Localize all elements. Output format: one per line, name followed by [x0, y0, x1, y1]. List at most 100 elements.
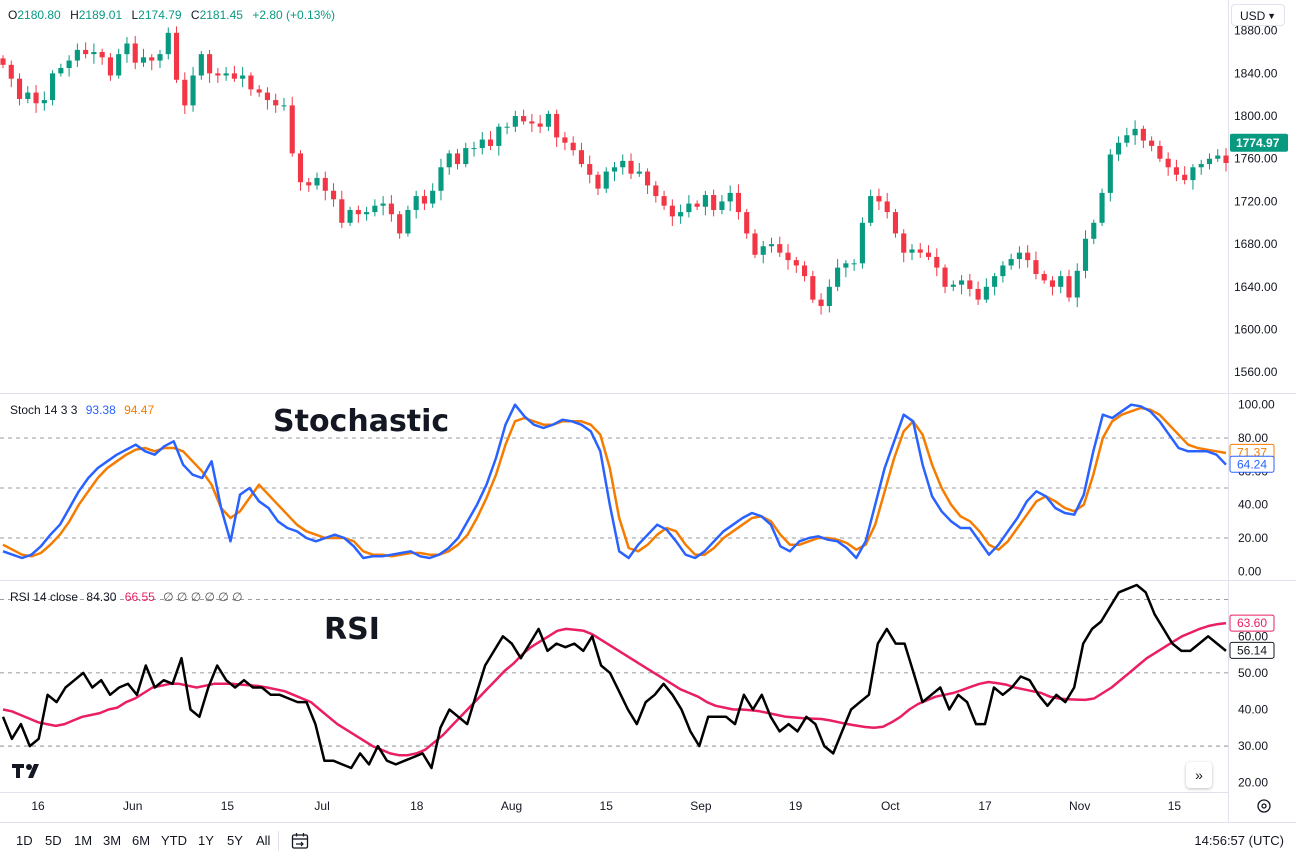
candle-body [1000, 265, 1006, 277]
candle [719, 195, 725, 215]
candle [405, 205, 411, 237]
candle-body [768, 244, 775, 247]
candle-body [719, 201, 725, 210]
candle [587, 155, 593, 184]
candle-body [620, 160, 626, 168]
candle-body [388, 203, 394, 215]
candle [727, 185, 733, 212]
candle-body [521, 116, 527, 122]
timeframe-button-5d[interactable]: 5D [45, 833, 62, 848]
calendar-icon [291, 833, 309, 849]
candle-body [1107, 154, 1113, 193]
candle-body [190, 75, 196, 106]
candle [843, 260, 849, 278]
candle-body [140, 57, 147, 63]
candle-body [231, 73, 237, 79]
candle [1091, 219, 1097, 245]
utc-clock[interactable]: 14:56:57 (UTC) [1194, 833, 1284, 848]
candle [1074, 263, 1080, 308]
stoch-layer [2, 403, 1227, 560]
candle [421, 189, 428, 210]
timeframe-button-all[interactable]: All [256, 833, 271, 848]
candle-body [611, 167, 618, 172]
candle-body [74, 49, 80, 61]
candle [735, 184, 742, 220]
currency-select[interactable]: USD ▼ [1231, 4, 1285, 26]
candle [157, 49, 163, 69]
candle-body [107, 57, 113, 76]
candle [1140, 125, 1146, 149]
axis-settings-button[interactable] [1255, 797, 1273, 815]
timeframe-button-1m[interactable]: 1M [74, 833, 93, 848]
candle [611, 161, 618, 182]
candle-body [1124, 135, 1130, 143]
grid-layer [0, 0, 1296, 822]
candle [1132, 120, 1138, 145]
candle-body [421, 196, 428, 204]
stoch-tick-label: 20.00 [1238, 531, 1268, 545]
candle [1107, 149, 1113, 202]
candle [595, 171, 601, 196]
candle-body [669, 205, 675, 217]
candle-body [694, 203, 700, 207]
rsi-ma-badge [1229, 614, 1275, 632]
candle [124, 37, 130, 63]
price-tick-label: 1760.00 [1234, 152, 1278, 166]
candle [33, 85, 39, 113]
candle-body [934, 256, 940, 268]
candle-body [165, 32, 171, 55]
scroll-to-realtime-button[interactable]: » [1186, 762, 1212, 788]
rsi-legend-name: RSI 14 close [10, 590, 79, 604]
candle-body [372, 205, 378, 213]
timeframe-button-ytd[interactable]: YTD [161, 833, 187, 848]
candle-body [892, 212, 899, 234]
candle [537, 114, 543, 134]
candle-body [1049, 280, 1056, 287]
candle-body [917, 249, 923, 253]
candle [884, 192, 890, 219]
timeframe-button-1y[interactable]: 1Y [198, 833, 214, 848]
candle [487, 130, 494, 151]
candle [818, 293, 824, 315]
candle-body [735, 192, 742, 213]
candle [173, 26, 180, 83]
toolbar-divider [278, 831, 279, 851]
rsi-legend[interactable]: RSI 14 close 84.30 66.55 ∅ ∅ ∅ ∅ ∅ ∅ [10, 590, 248, 604]
stoch-legend[interactable]: Stoch 14 3 3 93.38 94.47 [10, 403, 159, 417]
candle-body [364, 212, 370, 215]
time-tick-label: Aug [501, 799, 522, 813]
timeframe-button-5y[interactable]: 5Y [227, 833, 243, 848]
timeframe-button-3m[interactable]: 3M [103, 833, 122, 848]
candle [992, 272, 998, 296]
date-range-button[interactable] [290, 831, 310, 851]
candle [1016, 246, 1022, 269]
rsi-tick-label: 20.00 [1238, 776, 1268, 790]
candle [8, 60, 14, 88]
candle [50, 70, 56, 106]
candle [215, 68, 221, 83]
candle-body [711, 195, 717, 210]
candle [198, 50, 204, 80]
candle [1198, 159, 1204, 175]
candle [58, 63, 64, 77]
candle-body [264, 92, 270, 101]
candle-body [818, 299, 824, 307]
timeframe-button-6m[interactable]: 6M [132, 833, 151, 848]
candle [1173, 159, 1179, 182]
timeframe-button-1d[interactable]: 1D [16, 833, 33, 848]
candle-body [967, 280, 973, 289]
candle-body [644, 171, 651, 186]
candle [1099, 188, 1105, 226]
candle [661, 190, 667, 210]
candle-body [843, 263, 849, 268]
candle-body [223, 73, 229, 76]
time-tick-label: 19 [789, 799, 803, 813]
candle-body [835, 267, 841, 287]
candle [562, 132, 568, 151]
candle [1033, 251, 1039, 280]
candle [149, 54, 155, 71]
candle [1206, 153, 1213, 170]
candle [1049, 276, 1056, 296]
